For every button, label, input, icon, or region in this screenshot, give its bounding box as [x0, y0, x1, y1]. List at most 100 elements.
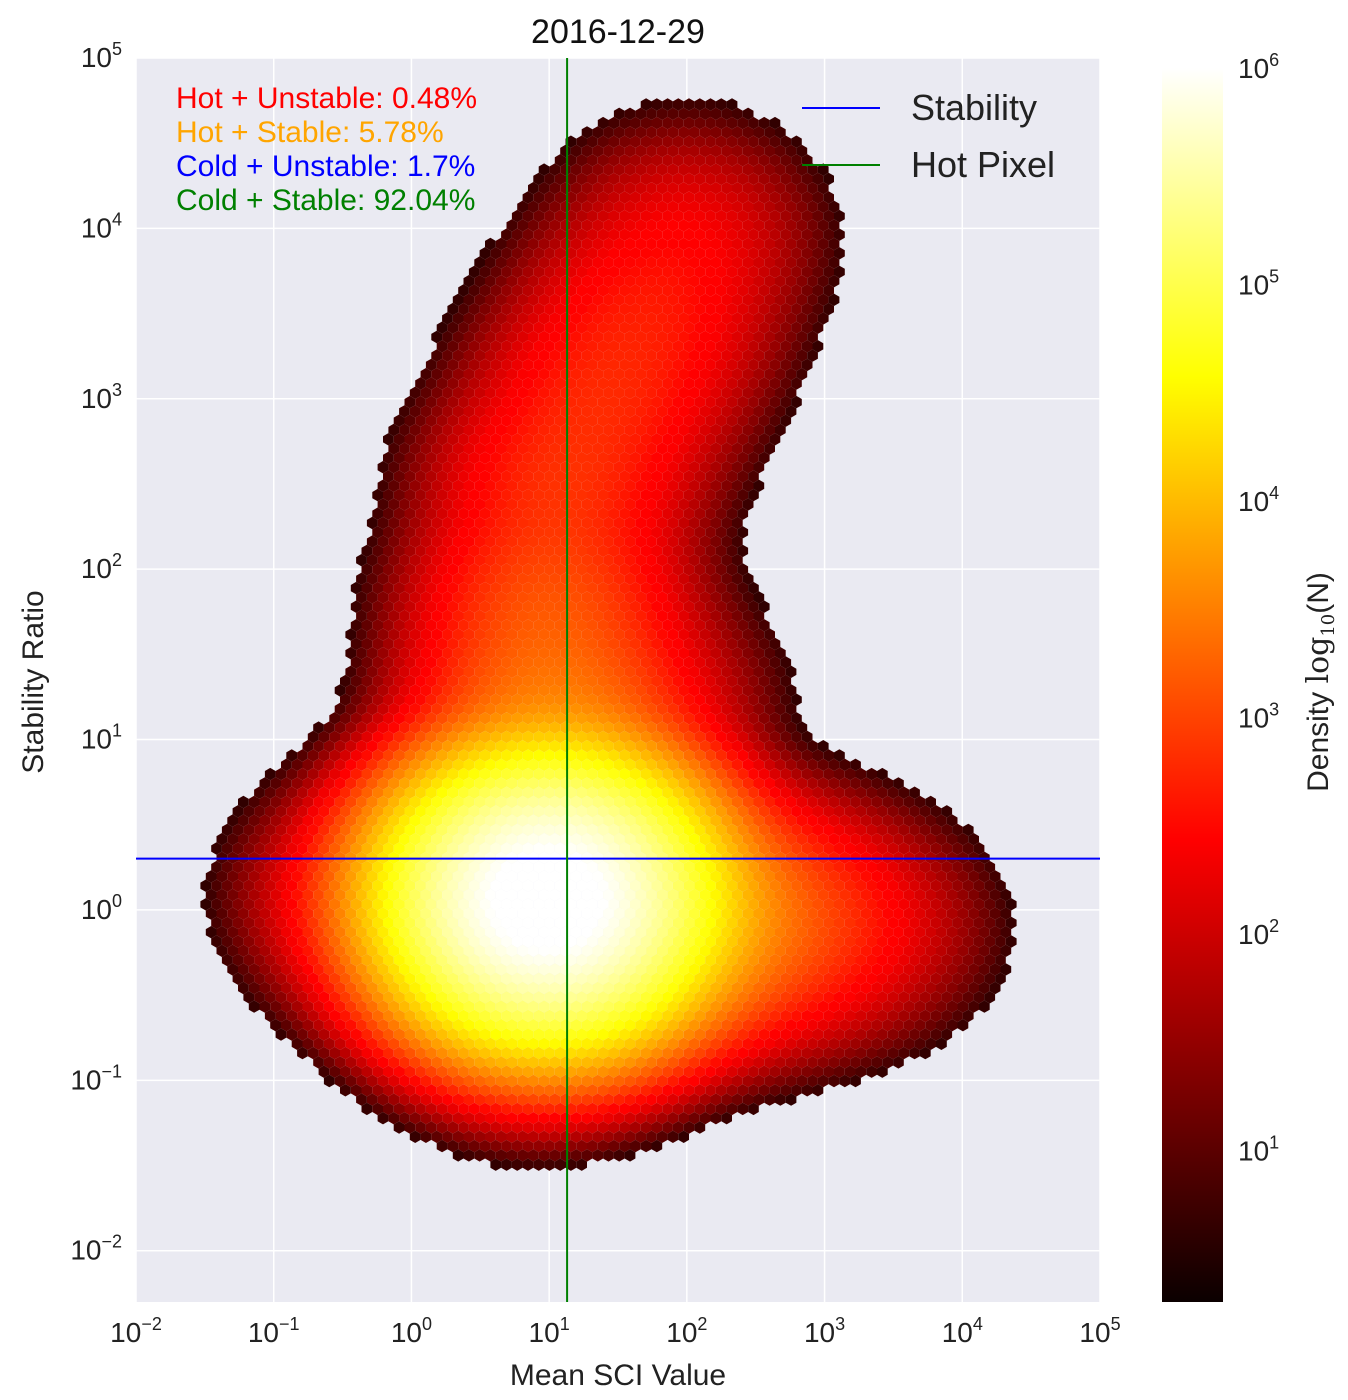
hexbin-cell: [501, 321, 512, 334]
hexbin-cell: [699, 237, 711, 251]
hexbin-cell: [726, 265, 738, 279]
hexbin-cell: [576, 172, 587, 186]
hexbin-cell: [522, 470, 534, 483]
hexbin-cell: [436, 414, 448, 427]
hexbin-cell: [630, 340, 641, 353]
hexbin-cell: [758, 209, 770, 223]
hexbin-cell: [608, 507, 620, 520]
hexbin-cell: [538, 349, 550, 362]
hexbin-cell: [393, 526, 405, 539]
hexbin-cell: [667, 405, 679, 418]
hexbin-cell: [651, 358, 663, 372]
hexbin-cell: [576, 284, 587, 297]
hexbin-cell: [683, 377, 695, 390]
hexbin-cell: [672, 209, 684, 223]
hexbin-cell: [415, 414, 426, 427]
hexbin-cell: [447, 377, 459, 390]
hexbin-cell: [490, 470, 502, 483]
hexbin-cell: [683, 191, 695, 204]
hexbin-cell: [624, 107, 636, 120]
hexbin-cell: [656, 312, 668, 325]
hexbin-cell: [490, 451, 502, 465]
hexbin-cell: [565, 526, 577, 539]
hexbin-cell: [624, 237, 636, 251]
hexbin-cell: [689, 516, 700, 530]
hexbin-cell: [544, 228, 555, 241]
hexbin-cell: [581, 200, 593, 213]
hexbin-cell: [474, 256, 485, 269]
hexbin-cell: [635, 442, 647, 455]
hexbin-cell: [732, 349, 743, 362]
hexbin-cell: [581, 219, 593, 232]
hexbin-cell: [533, 395, 545, 409]
hexbin-cell: [597, 116, 609, 130]
hexbin-cell: [581, 423, 593, 437]
hexbin-cell: [431, 516, 443, 530]
hexbin-cell: [581, 182, 593, 195]
hexbin-cell: [705, 154, 716, 167]
hexbin-cell: [678, 293, 689, 306]
hexbin-cell: [576, 377, 587, 390]
hexbin-cell: [517, 368, 528, 381]
hexbin-cell: [538, 293, 550, 306]
hexbin-cell: [447, 358, 459, 372]
hexbin-cell: [463, 442, 475, 455]
hexbin-cell: [694, 358, 706, 372]
hexbin-cell: [635, 293, 647, 306]
hexbin-cell: [694, 247, 706, 260]
hexbin-cell: [393, 414, 405, 427]
hexbin-cell: [753, 219, 765, 232]
hexbin-cell: [608, 395, 620, 409]
hexbin-cell: [748, 135, 759, 148]
hexbin-cell: [587, 433, 598, 446]
hexbin-cell: [726, 321, 738, 334]
hexbin-cell: [447, 321, 459, 334]
hexbin-cell: [592, 405, 604, 418]
hexbin-cell: [565, 247, 577, 260]
hexbin-cell: [699, 182, 711, 195]
hexbin-cell: [528, 386, 539, 399]
hexbin-cell: [758, 395, 770, 409]
hexbin-cell: [436, 433, 448, 446]
hexbin-cell: [785, 182, 797, 195]
hexbin-cell: [737, 135, 749, 148]
hexbin-cell: [678, 498, 689, 511]
hexbin-cell: [619, 265, 630, 279]
hexbin-cell: [672, 228, 684, 241]
hexbin-cell: [758, 302, 770, 316]
hexbin-cell: [479, 265, 491, 279]
hexbin-cell: [689, 256, 700, 269]
hexbin-cell: [474, 293, 485, 306]
hexbin-cell: [581, 330, 593, 344]
hexbin-cell: [522, 377, 534, 390]
hexbin-cell: [640, 377, 652, 390]
hexbin-cell: [651, 116, 663, 130]
hexbin-cell: [549, 516, 561, 530]
hexbin-cell: [415, 526, 426, 539]
hexbin-cell: [721, 200, 732, 213]
hexbin-cell: [791, 154, 802, 167]
hexbin-cell: [608, 284, 620, 297]
hexbin-cell: [791, 302, 802, 316]
hexbin-cell: [715, 209, 727, 223]
hexbin-cell: [587, 228, 598, 241]
hexbin-cell: [474, 330, 485, 344]
hexbin-cell: [828, 256, 840, 269]
hexbin-cell: [672, 191, 684, 204]
hexbin-cell: [651, 321, 663, 334]
hexbin-cell: [372, 488, 383, 502]
hexbin-cell: [748, 265, 759, 279]
hexbin-cell: [506, 237, 518, 251]
hexbin-cell: [613, 144, 625, 158]
hexbin-cell: [732, 163, 743, 176]
hexbin-cell: [511, 526, 523, 539]
hexbin-cell: [393, 488, 405, 502]
hexbin-cell: [436, 377, 448, 390]
hexbin-cell: [791, 247, 802, 260]
hexbin-cell: [554, 228, 566, 241]
hexbin-cell: [705, 321, 716, 334]
hexbin-cell: [715, 116, 727, 130]
hexbin-cell: [544, 451, 555, 465]
hexbin-cell: [458, 507, 469, 520]
hexbin-cell: [753, 200, 765, 213]
